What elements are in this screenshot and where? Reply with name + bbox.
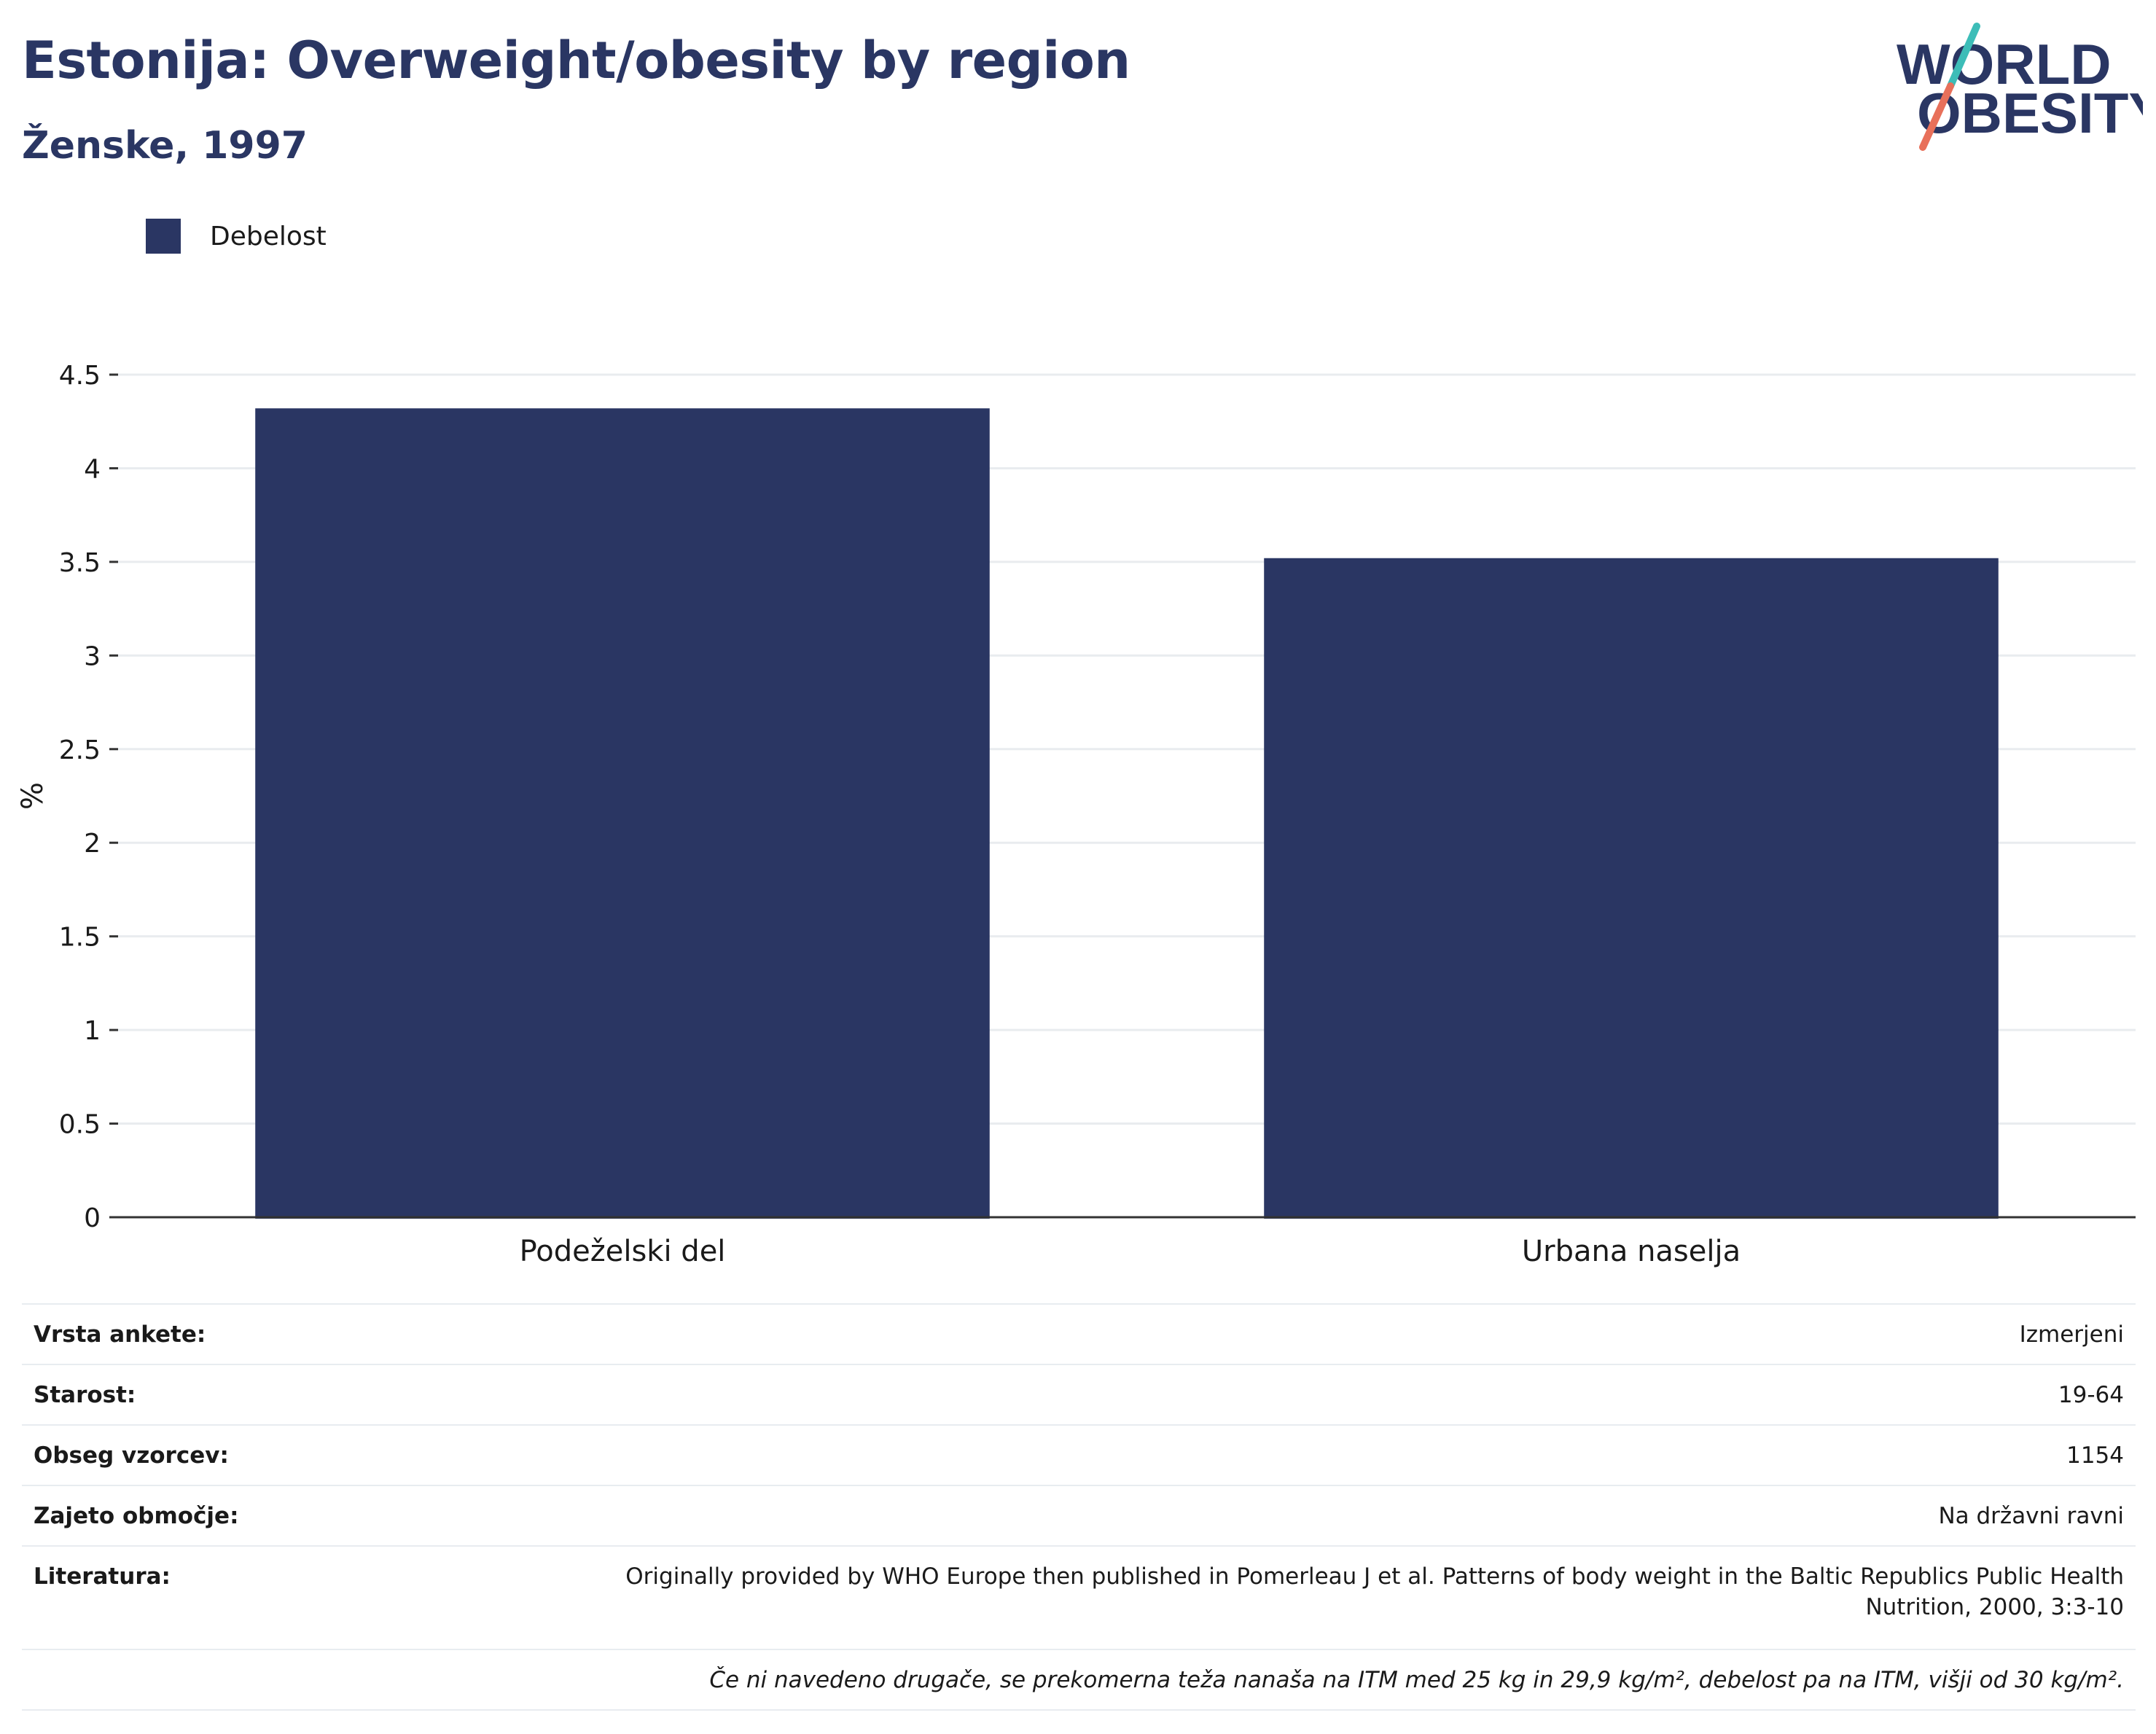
- reference-line-1: Originally provided by WHO Europe then p…: [625, 1563, 2124, 1590]
- info-row-area: Zajeto območje: Na državni ravni: [22, 1485, 2136, 1546]
- reference-line-2: Nutrition, 2000, 3:3-10: [1865, 1594, 2124, 1620]
- y-tick-label: 0.5: [59, 1110, 101, 1140]
- y-tick-label: 2: [84, 829, 101, 859]
- info-value: Izmerjeni: [424, 1303, 2136, 1364]
- info-label: Literatura:: [22, 1545, 424, 1649]
- y-tick-label: 3: [84, 641, 101, 671]
- info-value: Originally provided by WHO Europe then p…: [424, 1545, 2136, 1649]
- bar-chart: Debelost 0 0.5 1 1.5 2 2.5 3 3.5 4 4.5 % Podežels…: [16, 219, 2136, 1268]
- y-axis-ticks: 0 0.5 1 1.5 2 2.5 3 3.5 4 4.5: [59, 361, 118, 1233]
- footnote: Če ni navedeno drugače, se prekomerna te…: [22, 1649, 2136, 1711]
- y-tick-label: 1.5: [59, 923, 101, 953]
- y-tick-label: 1: [84, 1016, 101, 1046]
- x-tick-label: Urbana naselja: [1522, 1235, 1741, 1268]
- bars: [255, 408, 1999, 1219]
- y-tick-label: 2.5: [59, 735, 101, 765]
- legend-label-debelost: Debelost: [210, 222, 327, 251]
- y-axis-label: %: [16, 782, 50, 810]
- info-label: Starost:: [22, 1364, 424, 1425]
- info-value: 19-64: [424, 1364, 2136, 1425]
- y-tick-label: 3.5: [59, 548, 101, 578]
- info-value: 1154: [424, 1424, 2136, 1485]
- info-label: Vrsta ankete:: [22, 1303, 424, 1364]
- y-tick-label: 4.5: [59, 361, 101, 391]
- survey-info-table: Vrsta ankete: Izmerjeni Starost: 19-64 O…: [22, 1303, 2136, 1711]
- bar-1: [255, 408, 990, 1219]
- bar-2: [1264, 558, 1999, 1219]
- y-tick-label: 4: [84, 454, 101, 484]
- info-row-age: Starost: 19-64: [22, 1364, 2136, 1425]
- info-label: Obseg vzorcev:: [22, 1424, 424, 1485]
- x-axis-ticks: Podeželski del Urbana naselja: [520, 1235, 1741, 1268]
- info-row-survey-type: Vrsta ankete: Izmerjeni: [22, 1303, 2136, 1364]
- logo-text-obesity: OBESITY: [1917, 81, 2143, 145]
- logo-slash-bottom: [1919, 82, 1954, 151]
- info-row-reference: Literatura: Originally provided by WHO E…: [22, 1545, 2136, 1649]
- info-value: Na državni ravni: [424, 1485, 2136, 1546]
- world-obesity-logo: WORLD OBESITY: [1897, 23, 2143, 151]
- logo-slash-top: [1947, 23, 1980, 90]
- y-tick-label: 0: [84, 1203, 101, 1233]
- legend-swatch-debelost: [146, 219, 181, 254]
- chart-title: Estonija: Overweight/obesity by region: [22, 31, 1130, 90]
- info-label: Zajeto območje:: [22, 1485, 424, 1546]
- logo-text-world: WORLD: [1897, 32, 2112, 96]
- info-row-sample-size: Obseg vzorcev: 1154: [22, 1424, 2136, 1485]
- info-row-footnote: Če ni navedeno drugače, se prekomerna te…: [22, 1649, 2136, 1711]
- x-tick-label: Podeželski del: [520, 1235, 726, 1268]
- chart-subtitle: Ženske, 1997: [22, 124, 308, 168]
- legend: Debelost: [146, 219, 327, 254]
